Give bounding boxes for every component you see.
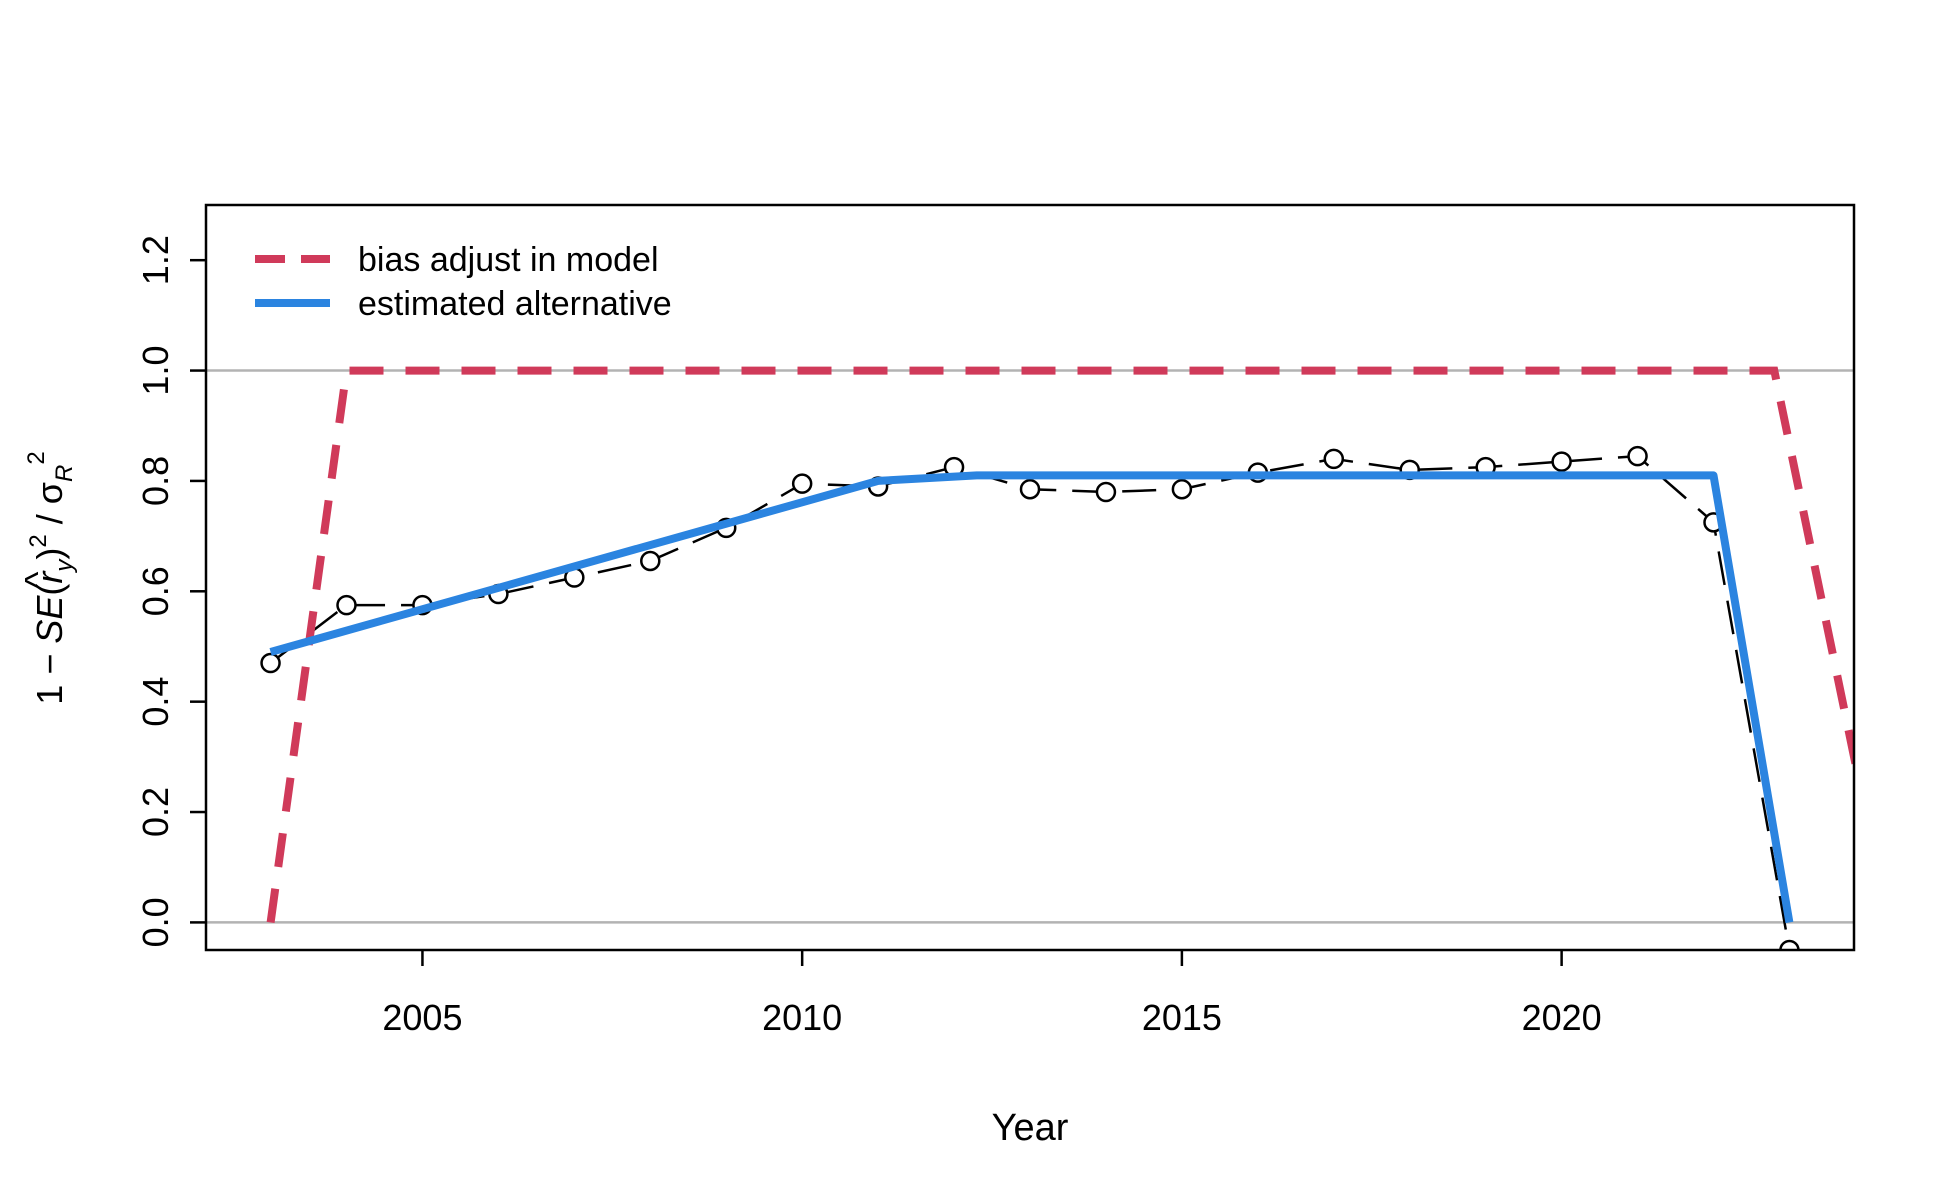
data-point [640, 550, 661, 572]
data-point [1627, 445, 1648, 467]
data-point [1095, 481, 1117, 503]
y-tick-label: 0.6 [135, 566, 176, 616]
data-point [1019, 478, 1041, 500]
y-axis-label-hat: ^ [17, 571, 58, 588]
x-tick-label: 2005 [382, 997, 462, 1038]
x-tick-label: 2020 [1522, 997, 1602, 1038]
plot-frame [204, 203, 1856, 952]
y-tick-label: 1.2 [135, 235, 176, 285]
series-bias-adjust-line [266, 366, 1854, 923]
reference-lines [206, 369, 1854, 924]
legend: bias adjust in model estimated alternati… [255, 241, 672, 323]
data-point [1323, 448, 1345, 470]
series-layer [260, 366, 1854, 950]
data-point [1779, 939, 1800, 950]
x-tick-label: 2010 [762, 997, 842, 1038]
x-axis: 2005 2010 2015 2020 [382, 950, 1602, 1038]
x-tick-label: 2015 [1142, 997, 1222, 1038]
data-point [791, 473, 813, 494]
points-connector-line [269, 454, 1791, 950]
y-tick-label: 0.2 [135, 787, 176, 837]
legend-label-estimated: estimated alternative [358, 285, 672, 323]
y-tick-label: 0.8 [135, 456, 176, 506]
data-point [1171, 478, 1193, 500]
y-tick-label: 0.4 [135, 677, 176, 727]
x-axis-label: Year [992, 1107, 1069, 1149]
y-tick-label: 1.0 [135, 346, 176, 396]
y-axis: 0.0 0.2 0.4 0.6 0.8 1.0 1.2 [135, 235, 206, 947]
y-tick-label: 0.0 [135, 897, 176, 947]
data-point [1551, 451, 1572, 472]
y-axis-label-text: 1 − SE(ry)2 / σR2 [23, 451, 78, 704]
data-point [336, 594, 357, 616]
legend-label-bias-adjust: bias adjust in model [358, 241, 659, 279]
data-point [260, 652, 281, 674]
series-estimated-line [269, 471, 1794, 924]
y-axis-label: 1 − SE(ry)2 / σR2 ^ [17, 451, 78, 704]
